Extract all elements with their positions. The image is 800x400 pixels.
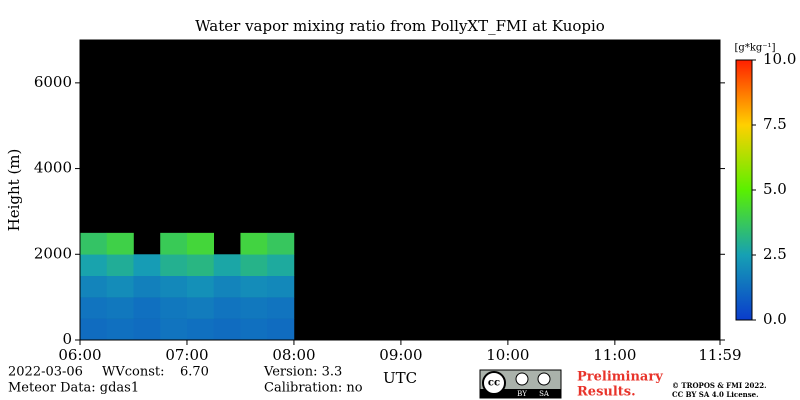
heatmap-cell: [133, 297, 161, 319]
colorbar-tick-label: 5.0: [763, 180, 787, 198]
y-tick-label: 4000: [34, 159, 72, 177]
heatmap-cell: [106, 232, 134, 255]
heatmap-cell: [80, 254, 108, 277]
chart-title: Water vapor mixing ratio from PollyXT_FM…: [195, 17, 605, 35]
heatmap-cell: [240, 254, 268, 277]
badge-by: BY: [517, 390, 527, 398]
x-tick-label: 08:00: [272, 346, 315, 364]
heatmap-cell: [240, 318, 268, 341]
footer-calibration: Calibration: no: [264, 381, 363, 396]
heatmap-cell: [80, 318, 108, 341]
heatmap-cell: [106, 275, 134, 298]
copyright-2: CC BY SA 4.0 License.: [672, 390, 759, 399]
heatmap-cell: [213, 275, 241, 298]
copyright-1: © TROPOS & FMI 2022.: [672, 381, 767, 390]
heatmap-cell: [267, 275, 295, 298]
cc-circle: [482, 371, 506, 395]
y-tick-label: 0: [62, 330, 72, 348]
x-axis-label: UTC: [383, 369, 417, 387]
heatmap-cell: [133, 254, 161, 277]
x-tick-label: 07:00: [165, 346, 208, 364]
heatmap-cell: [160, 254, 188, 277]
heatmap-cell: [186, 232, 215, 255]
heatmap-cell: [160, 318, 188, 341]
heatmap-cell: [213, 318, 241, 341]
heatmap-cell: [186, 275, 215, 298]
heatmap-cell: [240, 275, 268, 298]
heatmap-cell: [160, 232, 188, 255]
x-tick-label: 09:00: [379, 346, 422, 364]
heatmap-cell: [133, 275, 161, 298]
y-tick-label: 6000: [34, 73, 72, 91]
heatmap-cell: [160, 275, 188, 298]
heatmap-cell: [106, 254, 134, 277]
heatmap-cell: [133, 318, 161, 341]
heatmap-cell: [240, 232, 268, 255]
heatmap-cell: [80, 275, 108, 298]
heatmap-cell: [186, 297, 215, 319]
y-axis-label: Height (m): [5, 149, 23, 232]
colorbar-tick-label: 0.0: [763, 310, 787, 328]
footer-version: Version: 3.3: [263, 365, 342, 380]
colorbar-tick-label: 7.5: [763, 115, 787, 133]
heatmap-cell: [267, 318, 295, 341]
heatmap-cell: [186, 254, 215, 277]
x-tick-label: 11:59: [698, 346, 741, 364]
heatmap-cell: [267, 297, 295, 319]
y-tick-label: 2000: [34, 244, 72, 262]
heatmap-cell: [267, 254, 295, 277]
heatmap-cell: [80, 297, 108, 319]
preliminary-1: Preliminary: [577, 370, 663, 385]
heatmap-cell: [160, 297, 188, 319]
colorbar-tick-label: 10.0: [763, 50, 796, 68]
plot-frame: [79, 39, 721, 341]
preliminary-2: Results.: [577, 385, 636, 400]
heatmap-cell: [267, 232, 295, 255]
heatmap-cell: [240, 297, 268, 319]
footer-meteor: Meteor Data: gdas1: [8, 381, 139, 396]
x-tick-label: 06:00: [58, 346, 101, 364]
badge-cc: cc: [488, 378, 500, 389]
colorbar-label: [g*kg⁻¹]: [735, 43, 776, 54]
footer-date: 2022-03-06: [8, 365, 83, 380]
x-tick-label: 10:00: [486, 346, 529, 364]
license-badge-strip: [480, 389, 561, 398]
footer-wv-label: WVconst:: [102, 365, 165, 380]
heatmap-cell: [186, 318, 215, 341]
heatmap-cell: [80, 232, 108, 255]
heatmap-cell: [106, 318, 134, 341]
badge-sa: SA: [539, 390, 550, 398]
colorbar: [735, 59, 753, 321]
heatmap-cell: [213, 297, 241, 319]
heatmap-cell: [213, 254, 241, 277]
sa-icon: [537, 372, 551, 386]
heatmap-cell: [106, 297, 134, 319]
colorbar-tick-label: 2.5: [763, 245, 787, 263]
by-icon: [515, 372, 529, 386]
footer-wv-value: 6.70: [180, 365, 209, 380]
x-tick-label: 11:00: [593, 346, 636, 364]
